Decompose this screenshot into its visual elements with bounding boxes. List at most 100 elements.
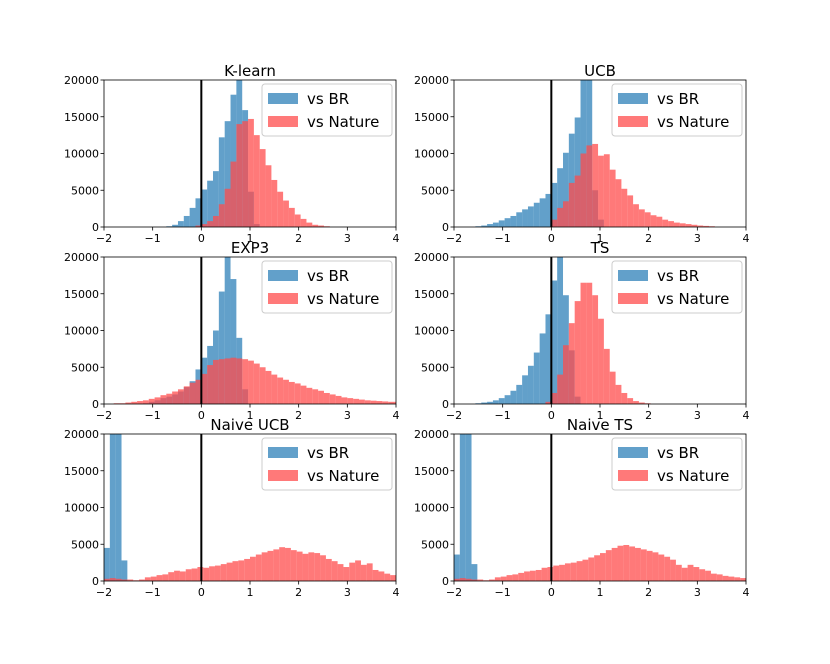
x-tick-label: 2	[645, 409, 652, 422]
bar-vs-nature	[283, 379, 289, 404]
bar-vs-nature	[154, 397, 161, 404]
bar-vs-br	[516, 212, 523, 227]
y-tick-label: 15000	[414, 111, 449, 124]
bar-vs-nature	[740, 578, 746, 581]
bar-vs-nature	[627, 398, 634, 404]
bar-vs-nature	[172, 391, 178, 404]
bar-vs-nature	[343, 567, 350, 581]
x-tick-label: 0	[548, 586, 555, 599]
x-tick-label: 3	[694, 409, 701, 422]
y-tick-label: 20000	[64, 74, 99, 87]
bar-vs-nature	[611, 547, 618, 581]
bar-vs-nature	[656, 216, 663, 227]
bar-vs-nature	[563, 201, 569, 227]
bar-vs-nature	[646, 550, 653, 581]
bar-vs-nature	[394, 401, 396, 404]
bar-vs-nature	[370, 400, 377, 404]
bar-vs-nature	[220, 564, 227, 581]
bar-vs-nature	[277, 191, 284, 227]
bar-vs-br	[177, 221, 184, 227]
bar-vs-br	[189, 207, 196, 227]
bar-vs-nature	[716, 574, 723, 581]
bar-vs-nature	[541, 567, 548, 581]
bar-vs-br	[230, 279, 237, 404]
bar-vs-br	[213, 171, 219, 227]
x-tick-label: −1	[145, 409, 161, 422]
x-tick-label: 0	[198, 232, 205, 245]
bar-vs-br	[522, 209, 528, 227]
y-tick-label: 5000	[71, 184, 99, 197]
y-tick-label: 20000	[414, 251, 449, 264]
bar-vs-nature	[306, 222, 313, 227]
panel-title: TS	[590, 239, 610, 257]
bar-vs-nature	[615, 179, 622, 227]
bar-vs-br	[492, 400, 499, 404]
bars	[454, 434, 746, 581]
y-tick-label: 0	[442, 398, 449, 411]
bar-vs-nature	[454, 578, 460, 581]
bar-vs-nature	[121, 579, 128, 581]
bar-vs-nature	[166, 393, 173, 404]
legend-label-vs-nature: vs Nature	[657, 290, 729, 308]
bar-vs-nature	[255, 554, 262, 581]
legend-label-vs-nature: vs Nature	[307, 113, 379, 131]
legend: vs BR vs Nature	[611, 260, 743, 314]
legend-label-vs-nature: vs Nature	[657, 113, 729, 131]
bar-vs-nature	[633, 204, 639, 227]
y-tick-label: 5000	[71, 538, 99, 551]
bar-vs-nature	[238, 560, 245, 581]
bar-vs-nature	[722, 575, 729, 581]
bar-vs-br	[539, 333, 546, 404]
bar-vs-br	[574, 117, 581, 227]
bar-vs-nature	[512, 574, 519, 581]
bar-vs-nature	[131, 401, 138, 404]
bar-vs-br	[230, 94, 237, 227]
bar-vs-nature	[582, 559, 589, 581]
y-tick-label: 20000	[64, 428, 99, 441]
bar-vs-nature	[710, 573, 717, 581]
panel-naive-ucb: −2 −1 0 1 2 3 4 0 5000 10000 15000 20000 Naive UCB vs…	[64, 416, 400, 599]
legend: vs BR vs Nature	[261, 83, 393, 137]
x-tick-label: −2	[446, 586, 462, 599]
panel-title: Naive TS	[567, 416, 633, 434]
y-tick-label: 5000	[421, 184, 449, 197]
bar-vs-br	[568, 133, 575, 227]
bar-vs-nature	[283, 200, 289, 227]
bar-vs-nature	[586, 145, 593, 227]
bar-vs-nature	[226, 562, 233, 581]
bar-vs-nature	[127, 579, 134, 581]
bar-vs-br	[115, 434, 122, 581]
legend-swatch-vs-br	[268, 93, 298, 104]
y-tick-label: 10000	[414, 325, 449, 338]
legend-label-vs-br: vs BR	[307, 444, 349, 462]
bars	[113, 257, 396, 404]
bar-vs-nature	[195, 379, 202, 404]
bar-vs-nature	[308, 552, 315, 581]
bar-vs-nature	[294, 214, 301, 227]
bar-vs-nature	[570, 562, 577, 581]
bar-vs-nature	[635, 547, 641, 581]
bar-vs-nature	[687, 564, 694, 581]
bar-vs-br	[201, 189, 208, 227]
y-tick-label: 15000	[414, 465, 449, 478]
bar-vs-br	[195, 198, 202, 227]
bar-vs-nature	[518, 572, 525, 581]
bar-vs-nature	[640, 549, 647, 581]
bar-vs-nature	[580, 282, 587, 404]
bar-vs-nature	[489, 579, 495, 581]
bar-vs-br	[492, 222, 499, 227]
x-tick-label: −2	[96, 409, 112, 422]
bar-vs-nature	[248, 118, 254, 227]
bar-vs-nature	[609, 371, 616, 404]
y-tick-label: 5000	[421, 538, 449, 551]
bar-vs-nature	[629, 546, 636, 581]
bar-vs-nature	[658, 554, 665, 581]
bar-vs-br	[498, 220, 505, 227]
bar-vs-nature	[564, 563, 571, 581]
bar-vs-br	[510, 215, 517, 227]
legend-label-vs-br: vs BR	[657, 90, 699, 108]
bar-vs-nature	[224, 358, 231, 404]
bar-vs-nature	[494, 577, 501, 581]
x-tick-label: 3	[694, 232, 701, 245]
